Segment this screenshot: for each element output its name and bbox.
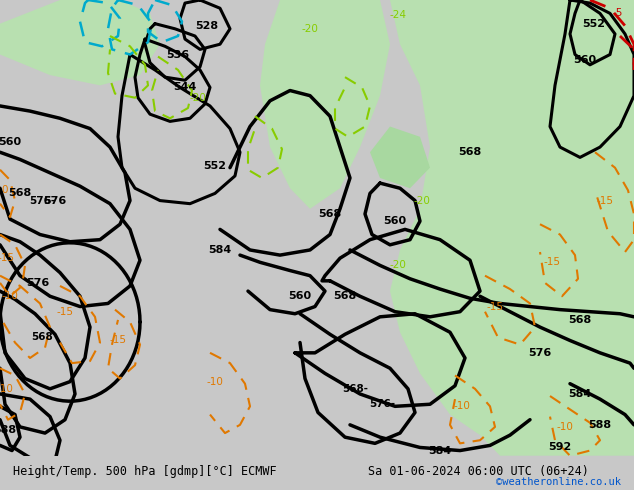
Text: 544: 544 [173, 82, 197, 93]
Text: 576: 576 [43, 196, 67, 206]
Text: -15: -15 [597, 196, 614, 206]
Text: 568-: 568- [342, 384, 368, 394]
Text: -10: -10 [0, 384, 13, 394]
Polygon shape [0, 0, 160, 85]
Text: 576: 576 [528, 348, 552, 358]
Text: 560: 560 [0, 137, 22, 147]
Text: 588: 588 [588, 420, 612, 430]
Text: 576-: 576- [369, 399, 395, 409]
Text: 536: 536 [167, 49, 190, 59]
Text: -10: -10 [453, 401, 470, 411]
Text: 576: 576 [27, 278, 49, 288]
Text: 568: 568 [333, 291, 356, 301]
Text: 584: 584 [568, 389, 592, 399]
Text: -20: -20 [302, 24, 318, 34]
Text: -15: -15 [110, 336, 127, 345]
Text: 560: 560 [288, 291, 311, 301]
Text: -20: -20 [389, 260, 406, 270]
Text: 0: 0 [2, 185, 8, 196]
Text: 552: 552 [583, 19, 605, 28]
Polygon shape [380, 0, 634, 456]
Text: -24: -24 [389, 10, 406, 21]
Polygon shape [520, 0, 634, 65]
Text: 560: 560 [573, 55, 597, 65]
Polygon shape [370, 126, 430, 188]
Text: -10: -10 [1, 291, 18, 301]
Text: 588: 588 [0, 425, 16, 435]
Text: -15: -15 [0, 253, 15, 263]
Text: 568: 568 [31, 332, 53, 343]
Text: -5: -5 [613, 8, 623, 18]
Text: 568: 568 [458, 147, 482, 157]
Text: 584: 584 [429, 445, 451, 456]
Text: 584: 584 [209, 245, 231, 255]
Text: -15: -15 [486, 301, 503, 312]
Text: 560: 560 [384, 216, 406, 226]
Text: -20: -20 [190, 93, 207, 103]
Text: -20: -20 [413, 196, 430, 206]
Text: 592: 592 [548, 442, 572, 452]
Text: 576-: 576- [29, 196, 55, 206]
Text: ©weatheronline.co.uk: ©weatheronline.co.uk [496, 477, 621, 487]
Text: 568: 568 [8, 188, 32, 198]
Text: -10: -10 [207, 377, 223, 387]
Text: Sa 01-06-2024 06:00 UTC (06+24): Sa 01-06-2024 06:00 UTC (06+24) [368, 465, 588, 478]
Text: -15: -15 [543, 257, 560, 268]
Text: 528: 528 [195, 21, 219, 31]
Text: -15: -15 [56, 307, 74, 317]
Text: 552: 552 [204, 161, 226, 171]
Text: 568: 568 [568, 315, 592, 325]
Polygon shape [260, 0, 390, 209]
Text: 568: 568 [318, 209, 342, 219]
Text: Height/Temp. 500 hPa [gdmp][°C] ECMWF: Height/Temp. 500 hPa [gdmp][°C] ECMWF [13, 465, 276, 478]
Text: -10: -10 [557, 422, 573, 432]
